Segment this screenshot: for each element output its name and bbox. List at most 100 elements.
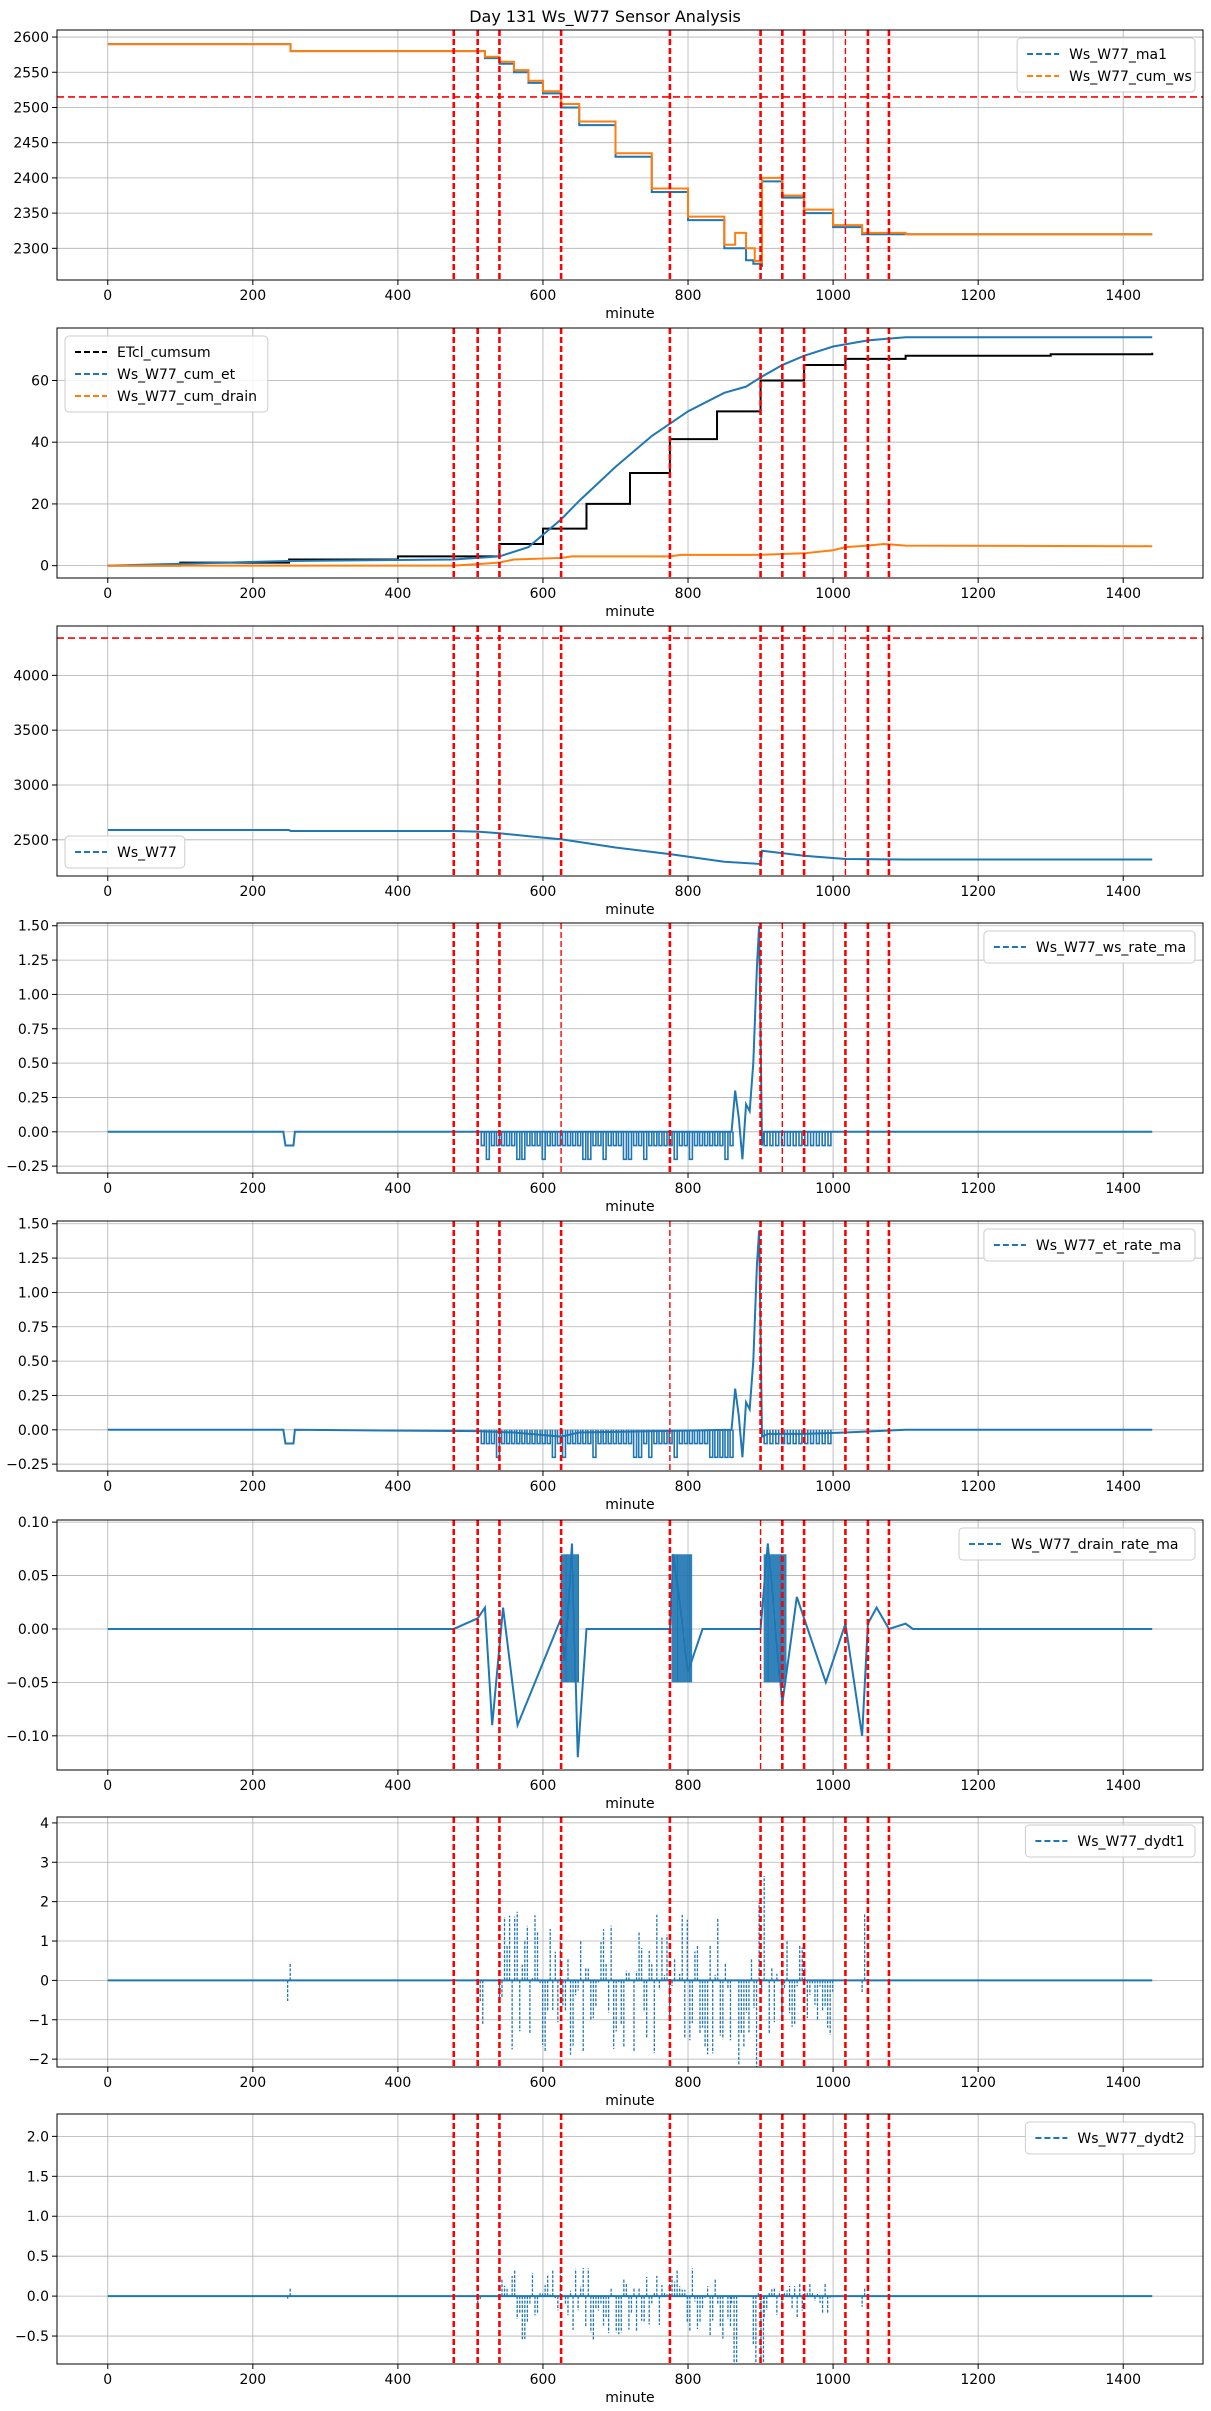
plot-area: [107, 328, 1154, 578]
series-drain-burst: [560, 1554, 787, 1683]
x-tick-label: 0: [103, 288, 112, 304]
x-tick-label: 1200: [960, 2075, 996, 2091]
x-tick-label: 600: [530, 1181, 557, 1197]
y-tick-label: 2450: [13, 136, 49, 152]
y-tick-label: 0.00: [18, 1125, 49, 1141]
x-axis-label: minute: [605, 1199, 654, 1215]
y-tick-label: 2550: [13, 65, 49, 81]
x-axis-label: minute: [605, 1497, 654, 1513]
y-tick-label: 2400: [13, 171, 49, 187]
legend: Ws_W77_dydt2: [1024, 2121, 1196, 2155]
plot-area: [107, 1817, 1153, 2067]
x-tick-label: 600: [530, 2372, 557, 2388]
x-tick-label: 1000: [815, 1479, 851, 1495]
y-tick-label: 1.50: [18, 1217, 49, 1233]
legend-label: Ws_W77_cum_et: [117, 367, 236, 383]
x-tick-label: 1000: [815, 2075, 851, 2091]
series-rate-steps: [480, 1429, 832, 1459]
legend-label: ETcl_cumsum: [117, 345, 211, 361]
x-tick-label: 400: [385, 586, 412, 602]
x-tick-label: 1400: [1105, 1181, 1141, 1197]
x-tick-label: 0: [103, 1778, 112, 1794]
x-tick-label: 0: [103, 884, 112, 900]
plot-frame: [56, 1220, 1204, 1472]
chart-panel-5: 0 200 400 600 800 1000 1200 1400 −0.25 0.00 0.25 0.…: [6, 1217, 1204, 1513]
x-tick-label: 200: [239, 1479, 266, 1495]
x-tick-label: 800: [675, 1778, 702, 1794]
y-tick-label: 0.5: [27, 2249, 49, 2265]
x-tick-label: 600: [530, 288, 557, 304]
y-tick-label: 0.75: [18, 1022, 49, 1038]
legend-label: Ws_W77: [117, 845, 177, 861]
x-tick-label: 1400: [1105, 586, 1141, 602]
chart-panel-3: 0 200 400 600 800 1000 1200 1400 2500 3000 3500 400…: [13, 625, 1204, 918]
y-tick-label: 3: [40, 1855, 49, 1871]
figure-title: Day 131 Ws_W77 Sensor Analysis: [469, 7, 741, 27]
x-tick-label: 1200: [960, 1479, 996, 1495]
y-tick-label: 3000: [13, 778, 49, 794]
legend: Ws_W77_ma1 Ws_W77_cum_ws: [1016, 37, 1196, 93]
series-spikes: [287, 1875, 866, 2067]
x-tick-label: 800: [675, 586, 702, 602]
x-axis-label: minute: [605, 1796, 654, 1812]
chart-panel-2: 0 200 400 600 800 1000 1200 1400 0 20 40 60 minute ET…: [31, 327, 1204, 620]
x-tick-label: 1000: [815, 1778, 851, 1794]
x-tick-label: 200: [239, 884, 266, 900]
x-tick-label: 1200: [960, 1778, 996, 1794]
y-tick-label: 0.75: [18, 1320, 49, 1336]
x-tick-label: 0: [103, 1181, 112, 1197]
y-tick-label: 0.0: [27, 2289, 49, 2305]
x-tick-label: 800: [675, 1181, 702, 1197]
x-tick-label: 200: [239, 288, 266, 304]
legend: Ws_W77_drain_rate_ma: [958, 1527, 1196, 1561]
y-tick-label: 1: [40, 1934, 49, 1950]
x-tick-label: 400: [385, 2372, 412, 2388]
series-line-Ws_W77_cum_ws: [107, 43, 1153, 264]
x-tick-label: 1200: [960, 2372, 996, 2388]
plot-frame: [56, 29, 1204, 281]
legend-box: [958, 1527, 1196, 1561]
x-tick-label: 1400: [1105, 288, 1141, 304]
chart-panel-6: 0 200 400 600 800 1000 1200 1400 −0.10 −0.05 0.00 0…: [6, 1515, 1204, 1812]
y-tick-label: 2350: [13, 206, 49, 222]
y-tick-label: 0.05: [18, 1569, 49, 1585]
y-tick-label: −0.25: [6, 1457, 49, 1473]
y-tick-label: 0.00: [18, 1423, 49, 1439]
legend-label: Ws_W77_ws_rate_ma: [1036, 940, 1186, 956]
legend-box: [1024, 2121, 1196, 2155]
x-tick-label: 0: [103, 586, 112, 602]
x-tick-label: 200: [239, 2075, 266, 2091]
plot-area: [107, 2114, 1153, 2364]
y-tick-label: 20: [31, 497, 49, 513]
x-tick-label: 1000: [815, 2372, 851, 2388]
plot-frame: [56, 922, 1204, 1174]
x-tick-label: 600: [530, 2075, 557, 2091]
x-tick-label: 400: [385, 884, 412, 900]
y-tick-label: 0.25: [18, 1388, 49, 1404]
series-rate-steps: [480, 1131, 832, 1161]
legend-label: Ws_W77_cum_ws: [1069, 69, 1192, 85]
x-tick-label: 0: [103, 2075, 112, 2091]
y-tick-label: 0.10: [18, 1515, 49, 1531]
x-tick-label: 600: [530, 586, 557, 602]
y-tick-label: 2300: [13, 241, 49, 257]
y-tick-label: 1.0: [27, 2209, 49, 2225]
x-axis-label: minute: [605, 902, 654, 918]
legend-label: Ws_W77_ma1: [1069, 47, 1167, 63]
x-tick-label: 200: [239, 2372, 266, 2388]
legend-label: Ws_W77_et_rate_ma: [1036, 1238, 1182, 1254]
legend-box: [1016, 37, 1196, 93]
legend-label: Ws_W77_dydt1: [1077, 1834, 1184, 1850]
y-tick-label: −0.05: [6, 1675, 49, 1691]
x-tick-label: 400: [385, 1479, 412, 1495]
y-tick-label: 60: [31, 373, 49, 389]
y-tick-label: −0.25: [6, 1159, 49, 1175]
chart-panel-4: 0 200 400 600 800 1000 1200 1400 −0.25 0.00 0.25 0.…: [6, 919, 1204, 1215]
x-tick-label: 800: [675, 884, 702, 900]
y-tick-label: 2: [40, 1895, 49, 1911]
chart-panel-8: 0 200 400 600 800 1000 1200 1400 −0.5 0.0 0.5 1.0 1.…: [15, 2113, 1204, 2406]
x-tick-label: 800: [675, 2372, 702, 2388]
plot-frame: [56, 327, 1204, 579]
y-tick-label: 0: [40, 559, 49, 575]
plot-area: [107, 923, 1153, 1173]
